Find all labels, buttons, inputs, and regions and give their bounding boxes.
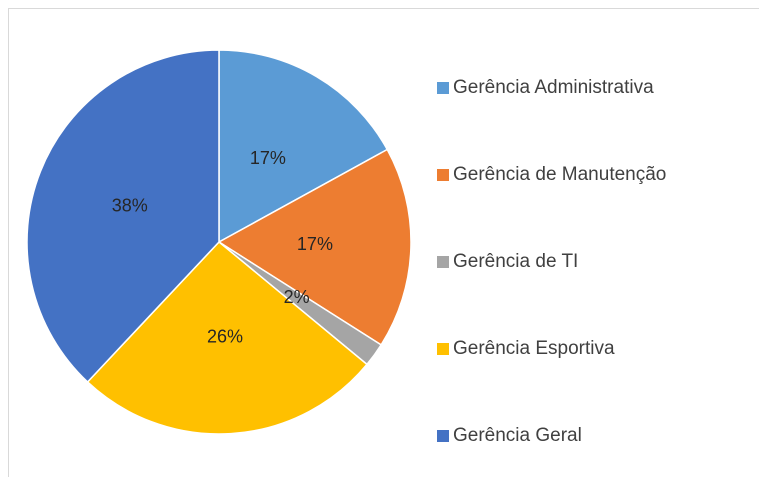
data-label: 17% <box>250 148 286 168</box>
data-label: 26% <box>207 327 243 347</box>
legend-swatch <box>437 256 449 268</box>
legend-label: Gerência Geral <box>453 425 582 446</box>
legend-label: Gerência de Manutenção <box>453 164 666 185</box>
pie-slice <box>86 240 368 435</box>
legend-label: Gerência de TI <box>453 251 578 272</box>
legend-swatch <box>437 82 449 94</box>
legend-swatch <box>437 430 449 442</box>
data-label: 17% <box>297 234 333 254</box>
pie-slice <box>217 148 412 346</box>
legend-swatch <box>437 169 449 181</box>
legend-label: Gerência Administrativa <box>453 77 654 98</box>
legend-swatch <box>437 343 449 355</box>
legend-label: Gerência Esportiva <box>453 338 615 359</box>
data-label: 38% <box>112 195 148 215</box>
pie-slice <box>218 49 389 244</box>
pie-slice <box>26 49 220 384</box>
data-label: 2% <box>284 287 310 307</box>
